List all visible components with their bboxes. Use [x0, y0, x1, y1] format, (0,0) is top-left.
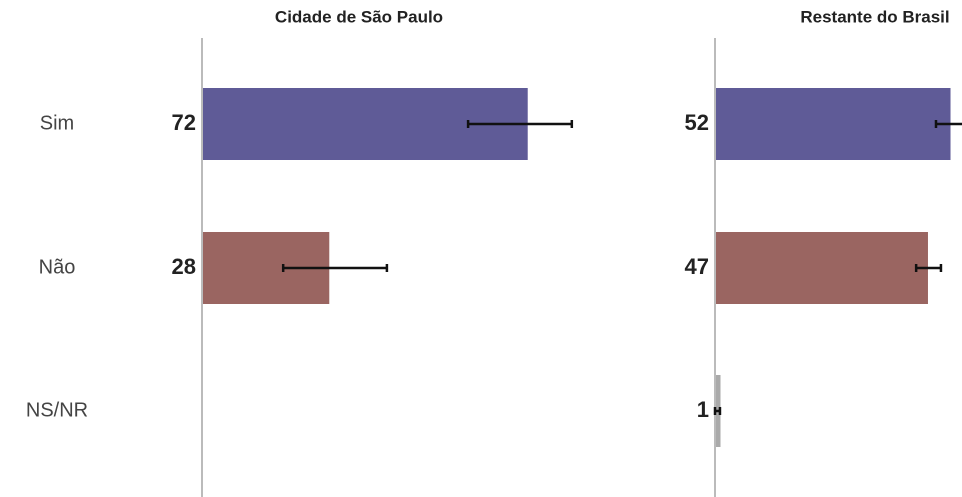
- bar: [716, 88, 951, 160]
- value-label: 1: [697, 397, 709, 422]
- error-bar: [934, 120, 962, 128]
- error-bar: [466, 120, 574, 128]
- value-label: 72: [172, 110, 196, 135]
- error-bar: [281, 264, 389, 272]
- panel-title: Restante do Brasil: [800, 7, 949, 26]
- error-bar: [713, 407, 722, 415]
- bar: [716, 232, 928, 304]
- category-label: Não: [39, 256, 76, 278]
- value-label: 28: [172, 254, 196, 279]
- category-label: NS/NR: [26, 399, 88, 421]
- error-bar: [914, 264, 943, 272]
- category-label: Sim: [40, 112, 74, 134]
- value-label: 47: [685, 254, 709, 279]
- panel-title: Cidade de São Paulo: [275, 7, 443, 26]
- value-label: 52: [685, 110, 709, 135]
